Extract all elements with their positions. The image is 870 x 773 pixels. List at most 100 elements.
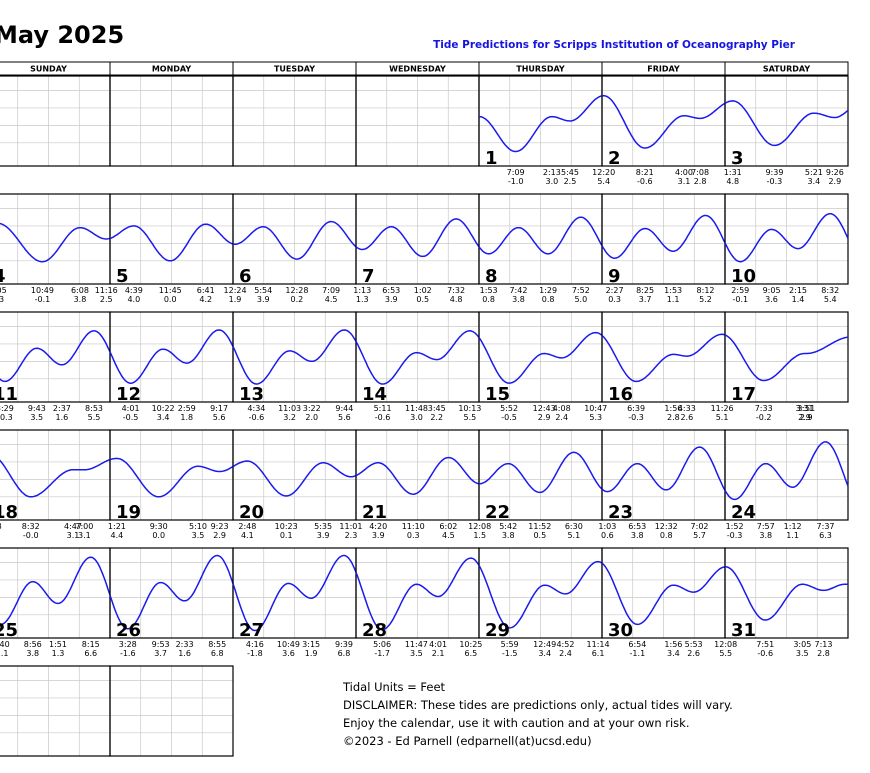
day-number: 27 <box>239 620 264 641</box>
tide-time: 2:59 <box>731 286 749 295</box>
tide-time: 9:44 <box>335 404 353 413</box>
tide-height: -0.3 <box>628 413 644 422</box>
tide-height: 0.0 <box>164 295 177 304</box>
tide-time: 8:25 <box>636 286 654 295</box>
tide-height: 3.8 <box>631 531 644 540</box>
tide-time: 2:27 <box>606 286 624 295</box>
tide-height: -1.6 <box>120 649 136 658</box>
tide-height: 4.5 <box>325 295 338 304</box>
tide-time: 7:32 <box>447 286 465 295</box>
tide-curve <box>232 460 357 497</box>
tide-curve <box>109 554 234 630</box>
tide-time: 7:33 <box>755 404 773 413</box>
tide-height: -0.0 <box>23 531 39 540</box>
day-cell <box>724 311 849 403</box>
tide-height: 6.8 <box>211 649 224 658</box>
tide-curve <box>724 100 849 147</box>
tide-time: 8:53 <box>85 404 103 413</box>
tide-time: 5:59 <box>501 640 519 649</box>
tide-height: 3.4 <box>538 649 551 658</box>
tide-height: 0.3 <box>608 295 621 304</box>
tide-time: 3:15 <box>302 640 320 649</box>
day-number: 30 <box>608 620 633 641</box>
tide-time: 4:52 <box>556 640 574 649</box>
tide-height: 0.0 <box>152 531 165 540</box>
tide-time: 7:13 <box>815 640 833 649</box>
day-number: 8 <box>485 266 498 287</box>
tide-height: 4.8 <box>726 177 739 186</box>
tide-time: 7:08 <box>691 168 709 177</box>
tide-curve <box>355 456 480 495</box>
footer-note: Enjoy the calendar, use it with caution … <box>343 716 690 730</box>
tide-time: 8:56 <box>24 640 42 649</box>
tide-height: -0.1 <box>35 295 51 304</box>
tide-curve <box>0 222 111 263</box>
tide-curve <box>109 329 234 384</box>
tide-height: 2.6 <box>680 413 693 422</box>
tide-time: 3:51 <box>797 404 815 413</box>
tide-height: 3.4 <box>667 649 680 658</box>
tide-height: 0.3 <box>407 531 420 540</box>
tide-time: 12:08 <box>468 522 491 531</box>
tide-height: -1.8 <box>247 649 263 658</box>
tide-time: 8:32 <box>821 286 839 295</box>
tide-height: 2.5 <box>564 177 577 186</box>
day-number: 2 <box>608 148 621 169</box>
day-number: 4 <box>0 266 6 287</box>
tide-height: 5.1 <box>567 531 580 540</box>
day-number: 25 <box>0 620 18 641</box>
tide-time: 3:28 <box>119 640 137 649</box>
tide-height: -0.3 <box>767 177 783 186</box>
weekday-label: SUNDAY <box>30 65 67 74</box>
tide-time: 10:47 <box>584 404 607 413</box>
footer-note: ©2023 - Ed Parnell (edparnell(at)ucsd.ed… <box>343 734 592 748</box>
tide-time: 12:20 <box>592 168 615 177</box>
tide-curve <box>478 560 603 629</box>
tide-time: 4:39 <box>125 286 143 295</box>
tide-time: 6:30 <box>565 522 583 531</box>
tide-time: 2:48 <box>238 522 256 531</box>
day-cell <box>724 75 849 167</box>
tide-time: 2:05 <box>0 286 7 295</box>
weekday-label: THURSDAY <box>516 65 565 74</box>
tide-time: 10:22 <box>152 404 175 413</box>
tide-curve <box>601 214 726 259</box>
day-number: 13 <box>239 384 264 405</box>
tide-time: 1:13 <box>353 286 371 295</box>
tide-height: 4.3 <box>0 295 4 304</box>
tide-time: 9:17 <box>210 404 228 413</box>
tide-time: 7:37 <box>817 522 835 531</box>
tide-time: 1:56 <box>664 404 682 413</box>
tide-height: 2.2 <box>430 413 443 422</box>
tide-height: 3.2 <box>283 413 296 422</box>
tide-height: 3.4 <box>157 413 170 422</box>
tide-time: 7:00 <box>75 522 93 531</box>
tide-height: 1.8 <box>180 413 193 422</box>
tide-height: 3.6 <box>765 295 778 304</box>
tide-height: 4.2 <box>199 295 212 304</box>
tide-time: 4:20 <box>369 522 387 531</box>
tide-height: 4.5 <box>442 531 455 540</box>
tide-time: 11:03 <box>278 404 301 413</box>
tide-height: -0.2 <box>756 413 772 422</box>
weekday-label: FRIDAY <box>647 65 680 74</box>
tide-time: 11:52 <box>528 522 551 531</box>
tide-time: 5:10 <box>189 522 207 531</box>
tide-curve <box>232 329 357 385</box>
tide-time: 6:53 <box>382 286 400 295</box>
tide-time: 1:56 <box>664 640 682 649</box>
day-number: 1 <box>485 148 498 169</box>
day-number: 7 <box>362 266 375 287</box>
tide-curve <box>232 554 357 632</box>
tide-height: 3.5 <box>796 649 809 658</box>
day-number: 12 <box>116 384 141 405</box>
day-number: 3 <box>731 148 744 169</box>
tide-height: -1.0 <box>508 177 524 186</box>
tide-curve <box>355 218 480 258</box>
tide-height: 0.8 <box>660 531 673 540</box>
tide-height: -0.6 <box>757 649 773 658</box>
tide-time: 12:08 <box>714 640 737 649</box>
tide-height: 4.4 <box>111 531 124 540</box>
tide-time: 9:30 <box>150 522 168 531</box>
tide-time: 7:51 <box>756 640 774 649</box>
